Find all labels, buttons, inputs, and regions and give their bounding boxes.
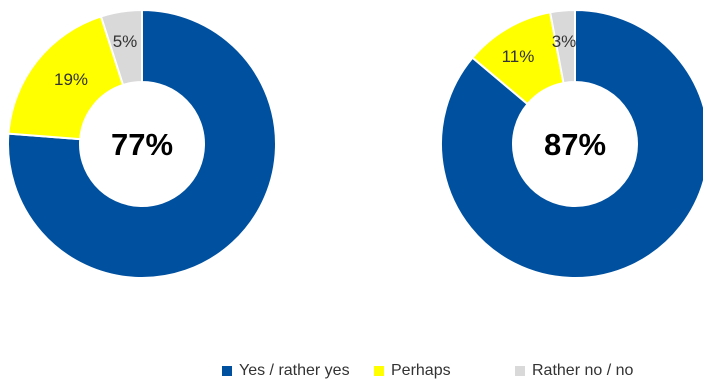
donut-1-data-label-2: 19% xyxy=(54,70,88,89)
legend-label-yes: Yes / rather yes xyxy=(239,362,350,379)
donut-2-slice-rather-no-no xyxy=(548,8,576,85)
donut-1-data-label-3: 5% xyxy=(113,32,138,51)
donut-chart-2: 11% 3% 87% xyxy=(440,8,703,279)
legend-label-perhaps: Perhaps xyxy=(391,362,451,379)
legend-swatch-yes xyxy=(222,366,232,376)
donut-1-slice-yes-rather-yes xyxy=(7,8,277,279)
donut-chart-1: 19% 5% 77% xyxy=(7,8,277,279)
legend-item-no: Rather no / no xyxy=(515,362,633,380)
legend-swatch-perhaps xyxy=(374,366,384,376)
donut-1-slice-rather-no-no xyxy=(99,8,143,87)
donut-2-slice-yes-rather-yes xyxy=(440,8,703,279)
legend-swatch-no xyxy=(515,366,525,376)
donut-1-slice-perhaps xyxy=(7,15,125,141)
donut-2-data-label-3: 3% xyxy=(552,32,577,51)
legend-item-perhaps: Perhaps xyxy=(374,362,451,380)
donut-1-center-label: 77% xyxy=(111,127,173,162)
legend-item-yes: Yes / rather yes xyxy=(222,362,350,380)
donut-2-center-label: 87% xyxy=(544,127,606,162)
donut-2-data-label-2: 11% xyxy=(502,47,535,66)
legend: Yes / rather yes Perhaps Rather no / no xyxy=(0,362,703,384)
legend-label-no: Rather no / no xyxy=(532,362,634,379)
